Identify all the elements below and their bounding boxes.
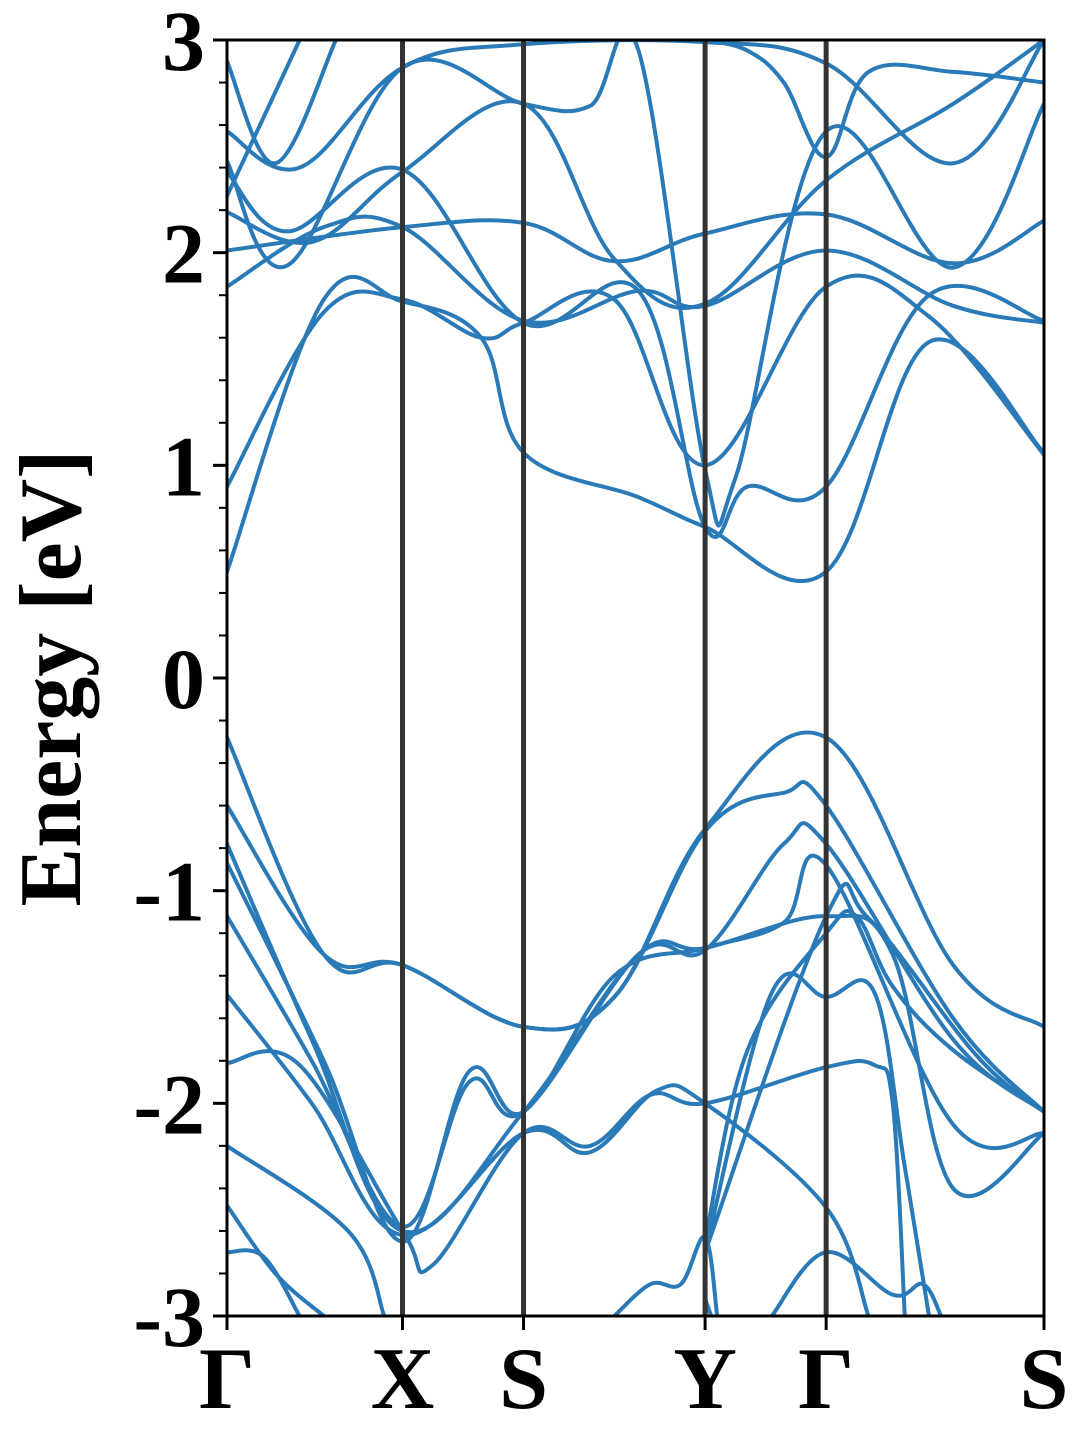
band-line (227, 913, 1044, 1229)
band-line (227, 780, 1044, 1114)
band-line (227, 992, 871, 1316)
y-tick-label: -1 (133, 844, 205, 940)
band-line (227, 1049, 907, 1316)
y-tick-label: -2 (133, 1056, 205, 1152)
band-line (227, 853, 1044, 1244)
band-line (703, 909, 1044, 1244)
x-tick-label: Γ (199, 1331, 255, 1428)
band-line (227, 274, 1044, 583)
band-line (703, 881, 1044, 1255)
band-line (227, 1203, 326, 1316)
x-tick-label: Y (673, 1331, 737, 1428)
band-line (227, 40, 1044, 528)
x-tick-label: Γ (798, 1331, 854, 1428)
band-line (227, 40, 338, 166)
y-tick-label: 1 (162, 418, 205, 514)
band-line (227, 165, 1044, 539)
band-line (227, 1143, 387, 1316)
y-axis-ticks: 3 2 1 0 -1 -2 -3 (133, 0, 227, 1365)
band-line (227, 1248, 302, 1316)
y-axis-label: Energy [eV] (3, 450, 100, 907)
x-tick-label: X (371, 1331, 435, 1428)
band-line (703, 971, 931, 1316)
y-tick-label: 2 (162, 206, 205, 302)
high-symmetry-lines (400, 40, 829, 1316)
band-line (612, 1235, 720, 1316)
band-line (769, 1250, 944, 1316)
band-lines (227, 40, 1044, 1316)
y-tick-label: -3 (133, 1269, 205, 1365)
x-tick-label: S (499, 1331, 548, 1428)
band-line (227, 273, 1044, 489)
band-line (227, 40, 1044, 310)
y-tick-label: 0 (162, 631, 205, 727)
x-tick-label: S (1020, 1331, 1069, 1428)
y-tick-label: 3 (162, 0, 205, 89)
band-line (703, 40, 1044, 159)
band-line (227, 40, 302, 201)
